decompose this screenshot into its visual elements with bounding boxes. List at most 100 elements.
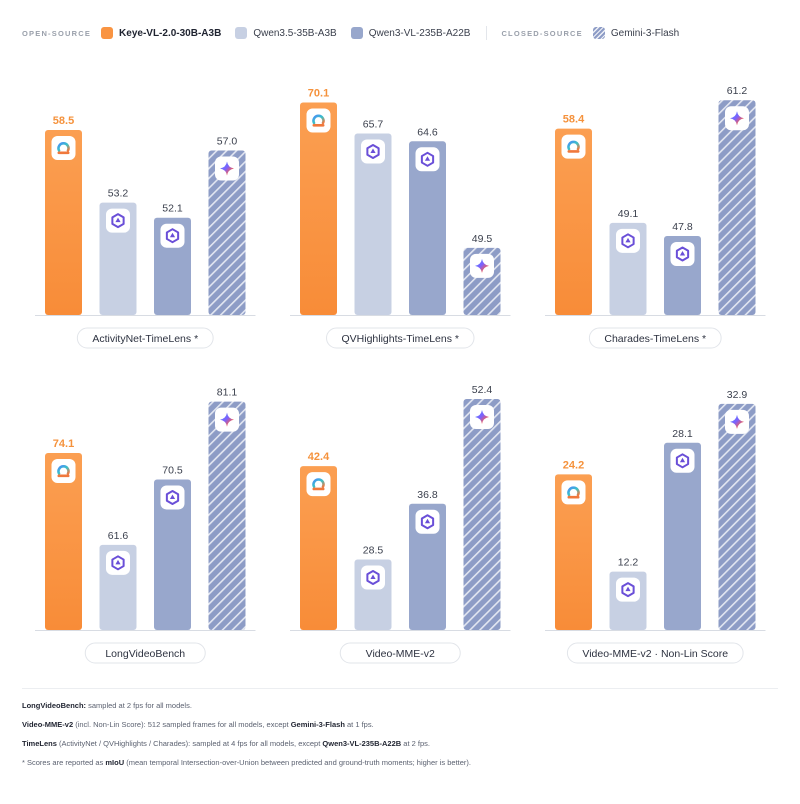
data-label-qwen35: 49.1 (618, 208, 639, 220)
data-label-qwen35: 65.7 (363, 119, 384, 131)
legend: OPEN-SOURCE Keye-VL-2.0-30B-A3B Qwen3.5-… (22, 24, 693, 42)
bar-qwen35 (354, 133, 392, 315)
chart-title-pill (84, 642, 206, 664)
gemini-logo-star (730, 414, 744, 429)
chart-title-pill (339, 642, 461, 664)
qwen-logo-hex (675, 246, 690, 262)
keye-logo-ring (312, 114, 325, 125)
bar-keye (45, 129, 82, 315)
qwen-logo-hex (111, 213, 125, 229)
logo-badge (561, 480, 586, 505)
keye-logo-ring (57, 465, 70, 475)
logo-badge (51, 459, 76, 484)
logo-badge (51, 135, 76, 160)
data-label-qwen3vl: 47.8 (672, 221, 693, 233)
data-label-gemini: 57.0 (217, 136, 238, 148)
keye-logo-icon (51, 135, 76, 160)
legend-swatch-qwen3vl (350, 27, 363, 39)
data-label-qwen3vl: 36.8 (417, 489, 438, 501)
qwen-logo-core (625, 586, 631, 592)
qwen-logo-core (424, 518, 431, 524)
keye-logo-ring (57, 142, 70, 152)
bar-keye (555, 128, 592, 315)
qwen-logo-core (625, 237, 631, 243)
bar-gemini (718, 100, 756, 316)
qwen-logo-icon (616, 577, 640, 602)
keye-logo-base (567, 495, 580, 499)
logo-badge (306, 472, 331, 497)
chart-panel-2: 70.1 65.7 64.6 49.5 QVHighlights-TimeLens * (290, 87, 511, 349)
data-label-keye: 24.2 (563, 459, 584, 471)
gemini-logo-star (220, 161, 234, 176)
gemini-logo-star (475, 410, 489, 425)
legend-item-label: Gemini-3-Flash (610, 27, 680, 39)
keye-logo-ring (567, 140, 580, 151)
gemini-logo-icon (215, 156, 239, 181)
keye-logo-base (567, 150, 580, 153)
qwen-logo-hex (621, 582, 635, 598)
qwen-logo-icon (415, 147, 440, 172)
keye-logo-icon (306, 472, 331, 497)
qwen-logo-core (115, 559, 121, 565)
bar-charts: 58.5 53.2 52.1 57.0 ActivityNet-TimeLens * 70… (35, 85, 766, 664)
data-label-gemini: 49.5 (472, 233, 493, 245)
qwen-logo-icon (361, 565, 385, 590)
qwen-logo-hex (111, 555, 125, 571)
footnote-longvideobench: LongVideoBench: sampled at 2 fps for all… (22, 701, 192, 710)
data-label-gemini: 32.9 (727, 389, 748, 401)
qwen-logo-icon (670, 448, 695, 473)
legend-swatch-gemini (592, 27, 605, 39)
qwen-logo-icon (106, 550, 130, 575)
bar-gemini (208, 150, 246, 315)
qwen-logo-icon (160, 223, 185, 248)
bar-gemini (718, 403, 756, 630)
gemini-logo-icon (725, 409, 749, 434)
footnote-video-mme: Video-MME-v2 (incl. Non-Lin Score): 512 … (22, 720, 374, 729)
gemini-logo-icon (215, 407, 239, 432)
keye-logo-icon (51, 459, 76, 484)
data-label-qwen3vl: 28.1 (672, 428, 693, 440)
chart-panel-6: 24.2 12.2 28.1 32.9 Video-MME-v2 · Non-Lin S… (545, 389, 766, 664)
data-label-gemini: 52.4 (472, 384, 493, 396)
gemini-logo-icon (470, 405, 494, 430)
qwen-logo-icon (415, 509, 440, 534)
chart-panel-4: 74.1 61.6 70.5 81.1 LongVideoBench (35, 387, 256, 664)
legend-item-label: Qwen3.5-35B-A3B (253, 27, 337, 39)
data-label-qwen3vl: 64.6 (417, 126, 438, 138)
data-label-keye: 42.4 (308, 451, 330, 463)
chart-title: QVHighlights-TimeLens * (342, 333, 460, 345)
data-label-qwen35: 12.2 (618, 557, 639, 569)
legend-item-qwen35: Qwen3.5-35B-A3B (235, 27, 337, 39)
legend-divider (486, 26, 488, 40)
qwen-logo-core (169, 494, 176, 499)
chart-panel-1: 58.5 53.2 52.1 57.0 ActivityNet-TimeLens * (35, 115, 256, 349)
bar-keye (300, 102, 337, 315)
bar-qwen3vl (154, 479, 191, 630)
data-label-qwen35: 28.5 (363, 545, 384, 557)
qwen-logo-hex (420, 151, 435, 167)
legend-item-qwen3vl: Qwen3-VL-235B-A22B (350, 27, 471, 39)
keye-logo-icon (306, 108, 331, 133)
legend-swatch-qwen35 (235, 27, 248, 39)
bar-keye (555, 474, 592, 630)
qwen-logo-hex (621, 233, 635, 249)
legend-item-gemini: Gemini-3-Flash (592, 27, 680, 39)
chart-title: ActivityNet-TimeLens * (92, 333, 198, 345)
qwen-logo-core (370, 148, 376, 154)
qwen-logo-hex (165, 489, 180, 505)
legend-item-label: Qwen3-VL-235B-A22B (368, 27, 471, 39)
qwen-logo-hex (675, 453, 690, 469)
chart-panel-3: 58.4 49.1 47.8 61.2 Charades-TimeLens * (545, 85, 766, 349)
chart-title: Charades-TimeLens * (604, 333, 706, 345)
keye-logo-base (312, 123, 325, 127)
chart-title-pill (76, 327, 214, 349)
data-label-keye: 70.1 (308, 87, 329, 99)
qwen-logo-core (424, 156, 431, 161)
bar-keye (45, 453, 82, 630)
chart-title-pill (588, 327, 722, 349)
chart-title-pill (566, 642, 744, 664)
qwen-logo-core (169, 232, 176, 238)
qwen-logo-core (679, 250, 686, 256)
data-label-keye: 58.5 (53, 115, 74, 127)
chart-title: Video-MME-v2 · Non-Lin Score (582, 648, 728, 660)
